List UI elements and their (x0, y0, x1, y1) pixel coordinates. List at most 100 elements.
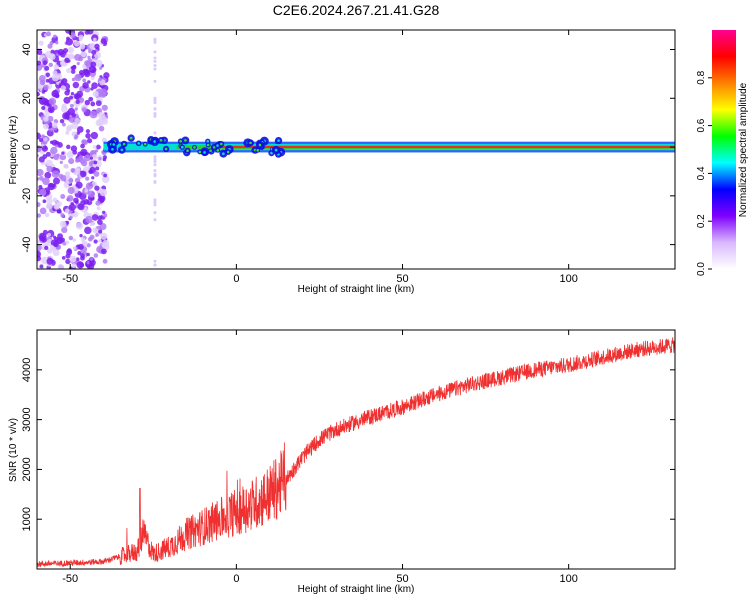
noise-speckle (40, 134, 46, 139)
noise-speckle (101, 175, 110, 184)
noise-speckle (45, 203, 52, 210)
ridge-blob-core (216, 149, 220, 152)
noise-speckle (41, 90, 46, 94)
ridge-blob-core (164, 147, 168, 151)
noise-speckle (70, 69, 76, 74)
noise-speckle (80, 237, 86, 242)
noise-speckle (48, 62, 54, 68)
noise-speckle (82, 78, 87, 83)
noise-speckle (37, 60, 42, 66)
noise-speckle (46, 31, 51, 37)
noise-speckle (51, 89, 59, 98)
noise-speckle (93, 239, 98, 244)
noise-speckle (53, 34, 57, 39)
y-tick-label: 0 (21, 144, 33, 150)
noise-speckle (153, 112, 157, 116)
noise-speckle (38, 175, 44, 181)
noise-speckle (98, 239, 102, 243)
snr-y-ticks: 1000 2000 3000 4000 (21, 358, 675, 531)
noise-speckle (60, 193, 66, 199)
noise-speckle (81, 30, 86, 33)
noise-speckle (86, 252, 90, 257)
ridge-blob-core (112, 143, 116, 146)
colorbar-tick-label: 0.0 (696, 262, 707, 276)
noise-speckle (41, 145, 48, 152)
noise-speckle (57, 233, 63, 240)
noise-speckle (82, 139, 88, 145)
x-tick-label: 100 (559, 573, 577, 585)
noise-speckle (94, 43, 100, 50)
noise-speckle (72, 238, 77, 242)
noise-speckle (98, 157, 102, 161)
noise-speckle (57, 263, 64, 269)
noise-speckle (90, 131, 99, 140)
noise-speckle (52, 70, 58, 76)
noise-speckle (59, 118, 65, 124)
noise-speckle (99, 66, 103, 70)
noise-speckle (102, 210, 106, 215)
noise-speckle (98, 77, 102, 82)
noise-speckle (153, 40, 157, 44)
noise-speckle (84, 60, 90, 66)
noise-speckle (85, 133, 91, 139)
noise-speckle (45, 72, 50, 78)
noise-speckle (153, 180, 157, 184)
ridge-blob-core (277, 139, 280, 142)
noise-speckle (37, 244, 42, 252)
noise-speckle (47, 43, 53, 49)
noise-speckle (99, 223, 107, 231)
noise-speckle (93, 253, 99, 258)
noise-speckle (61, 226, 68, 234)
noise-speckle (93, 160, 98, 165)
noise-speckle (46, 165, 53, 173)
noise-speckle (38, 184, 43, 189)
noise-speckle (39, 188, 47, 197)
noise-speckle (62, 122, 66, 127)
colorbar-tick-label: 0.4 (696, 166, 707, 180)
noise-speckle (102, 258, 108, 264)
snr-panel: -50 0 50 100 1000 2000 3000 4000 Height of str… (8, 329, 676, 595)
noise-speckle (91, 214, 99, 221)
ridge-blob-core (186, 149, 189, 152)
noise-speckle (52, 241, 59, 248)
spectrogram-y-label: Frequency (Hz) (8, 116, 19, 185)
noise-speckle (85, 215, 93, 224)
colorbar-tick-label: 0.2 (696, 214, 707, 228)
noise-speckle (153, 64, 157, 68)
noise-speckle (85, 182, 94, 190)
noise-speckle (86, 30, 94, 35)
noise-speckle (68, 178, 74, 183)
noise-speckle (68, 116, 75, 123)
noise-speckle (38, 97, 47, 106)
ridge-blob-core (159, 138, 163, 142)
noise-speckle (153, 157, 157, 161)
noise-speckle (37, 63, 43, 71)
noise-speckle (102, 157, 107, 162)
noise-speckle (65, 130, 70, 135)
noise-speckle (42, 177, 50, 186)
noise-speckle (99, 88, 108, 97)
noise-speckle (66, 144, 71, 150)
y-tick-label: 2000 (21, 457, 33, 481)
noise-speckle (68, 203, 76, 211)
noise-speckle (85, 176, 90, 181)
noise-speckle (89, 156, 94, 160)
noise-speckle (98, 195, 106, 203)
noise-speckle (37, 91, 40, 97)
noise-speckle (87, 138, 93, 144)
noise-speckle (153, 172, 157, 176)
noise-speckle (37, 132, 42, 140)
noise-speckle (86, 261, 90, 265)
chart-title: C2E6.2024.267.21.41.G28 (273, 2, 440, 18)
noise-speckle (96, 206, 101, 211)
noise-speckle (76, 261, 84, 269)
noise-speckle (84, 189, 89, 193)
noise-speckle (153, 163, 157, 167)
noise-speckle (38, 156, 45, 163)
ridge-blob-core (209, 149, 212, 153)
noise-speckle (37, 145, 42, 153)
noise-speckle (91, 49, 97, 55)
noise-speckle (64, 57, 70, 64)
noise-speckle (101, 104, 108, 111)
y-tick-label: 4000 (21, 358, 33, 382)
